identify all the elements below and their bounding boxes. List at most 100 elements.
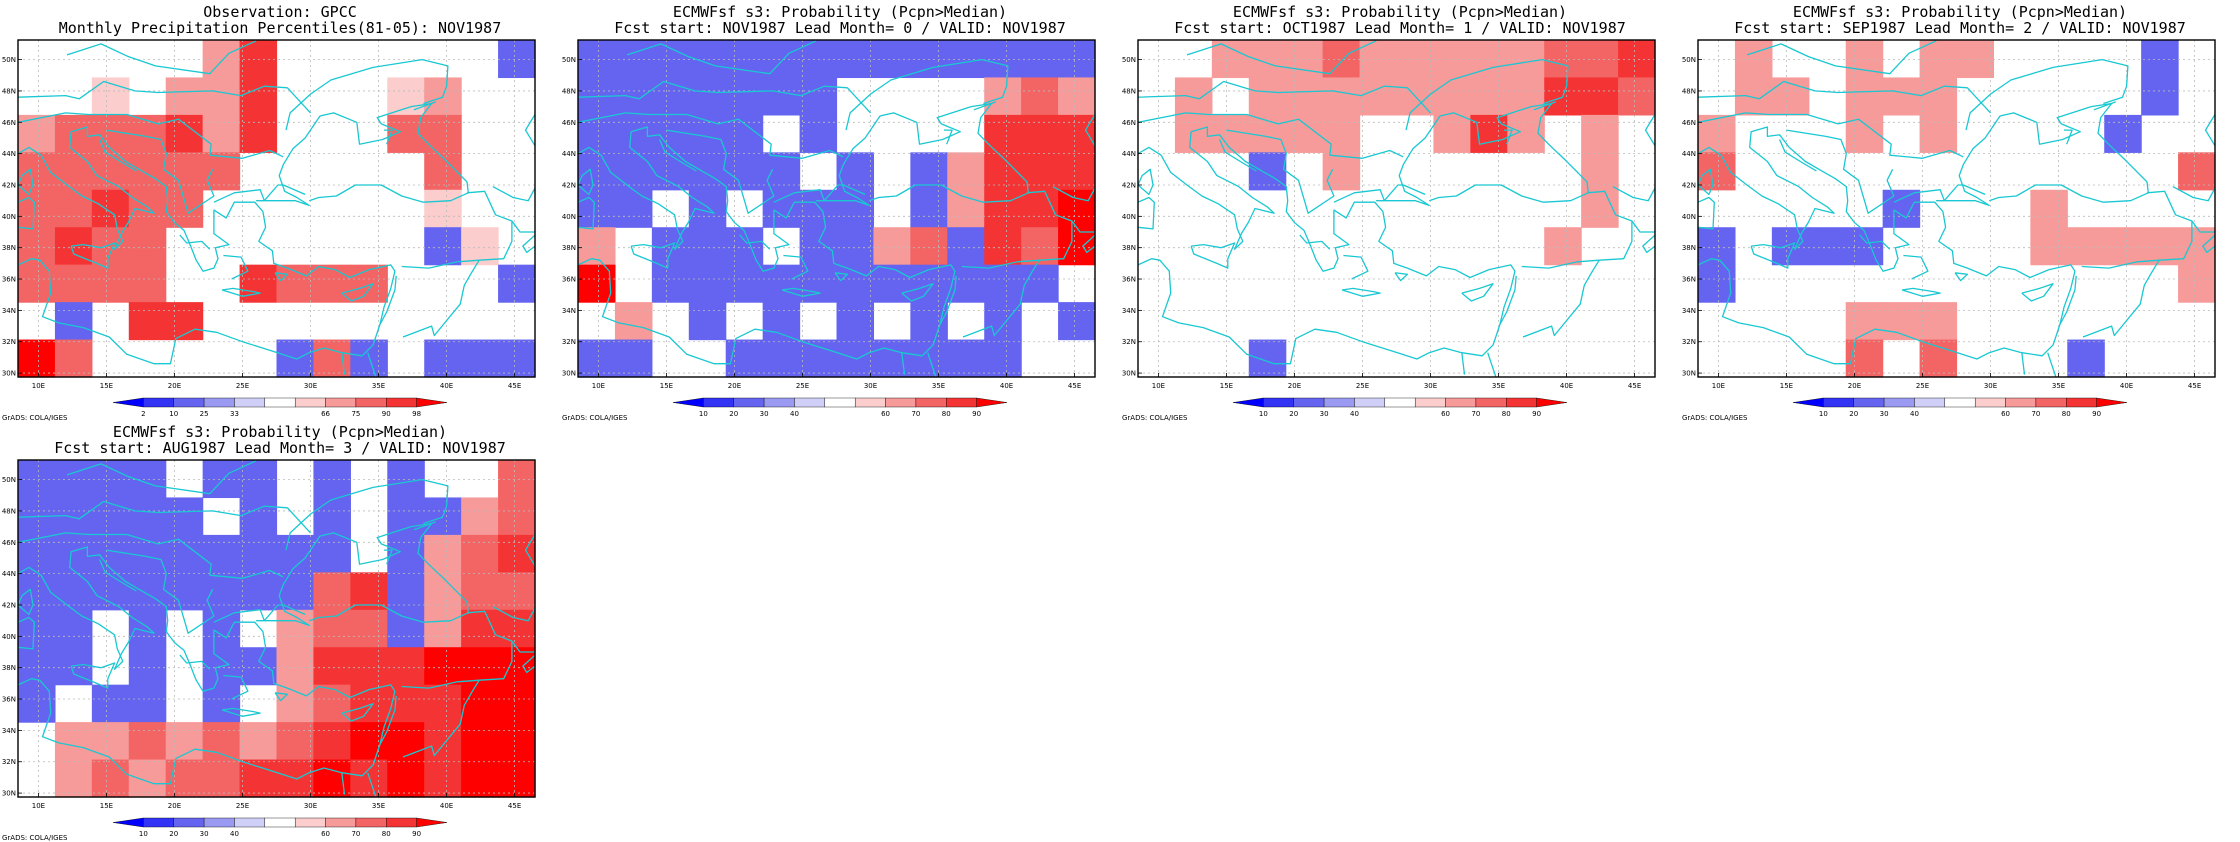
lat-tick-label: 30N <box>1122 370 1136 378</box>
grid-cell <box>54 609 93 648</box>
grid-cell <box>984 227 1022 266</box>
legend-label: 60 <box>321 830 330 838</box>
grid-cell <box>1882 77 1921 116</box>
grid-cell <box>165 497 204 536</box>
grid-cell <box>91 264 130 303</box>
coastline <box>99 559 137 592</box>
grid-cell <box>2104 227 2142 266</box>
grid-cell <box>498 722 536 761</box>
lon-tick-label: 10E <box>1152 382 1165 390</box>
coastline <box>944 129 953 145</box>
grid-cell <box>984 40 1022 79</box>
legend-label: 10 <box>1819 410 1828 418</box>
lon-tick-label: 45E <box>1068 382 1081 390</box>
grid-cell <box>1771 227 1810 266</box>
grid-cell <box>578 40 616 79</box>
coastline <box>1779 139 1817 172</box>
legend-swatch <box>143 397 174 408</box>
grid-cell <box>1396 40 1435 79</box>
coastline <box>70 662 116 689</box>
legend-label: 75 <box>351 410 360 418</box>
coastline <box>1461 352 1466 375</box>
grid-cell <box>836 264 875 303</box>
lat-tick-label: 50N <box>1682 56 1696 64</box>
grid-cell <box>18 339 56 378</box>
grid-cell <box>498 609 536 648</box>
grid-cell <box>498 497 536 536</box>
grid-cell <box>239 264 278 303</box>
grid-cell <box>1433 40 1471 79</box>
grid-cell <box>276 647 315 686</box>
lon-tick-label: 10E <box>1712 382 1725 390</box>
panel-subtitle: Fcst start: SEP1987 Lead Month= 2 / VALI… <box>1734 19 2186 37</box>
grid-cell <box>128 302 167 341</box>
grid-cell <box>498 534 536 573</box>
grid-cell <box>1322 114 1361 153</box>
color-legend: 10 20 30 40 60 70 80 90 <box>112 817 448 838</box>
grid-cell <box>836 189 875 228</box>
coastline <box>1084 114 1095 147</box>
grid-cell <box>1322 77 1361 116</box>
legend-swatch <box>325 817 357 828</box>
grid-cell <box>1544 40 1582 79</box>
coastline <box>341 772 346 795</box>
grid-cell <box>1507 40 1545 79</box>
legend-swatch <box>672 397 704 408</box>
legend-label: 60 <box>881 410 890 418</box>
grid-cell <box>54 722 93 761</box>
legend-label: 10 <box>169 410 178 418</box>
grid-cell <box>2178 227 2216 266</box>
coastline <box>413 521 436 531</box>
legend-label: 90 <box>1532 410 1541 418</box>
grid-cell <box>91 684 130 723</box>
lat-tick-label: 46N <box>1682 119 1696 127</box>
coastline <box>1186 40 1377 75</box>
grid-cell <box>461 339 499 378</box>
grid-cell <box>578 189 616 228</box>
grid-cell <box>1021 264 1059 303</box>
lon-tick-label: 40E <box>1000 382 1013 390</box>
grid-cell <box>128 722 167 761</box>
lon-tick-label: 45E <box>508 382 521 390</box>
coastline <box>221 287 261 297</box>
grid-cell <box>1618 40 1656 79</box>
lon-tick-label: 15E <box>100 382 113 390</box>
grid-cell <box>239 572 278 611</box>
lon-tick-label: 45E <box>508 802 521 810</box>
grid-cell <box>1322 40 1361 79</box>
coastline <box>1138 80 1431 114</box>
coastline <box>961 190 1073 269</box>
coastline <box>534 134 535 136</box>
legend-label: 60 <box>1441 410 1450 418</box>
grid-cell <box>54 572 93 611</box>
grid-cell <box>910 189 948 228</box>
lon-tick-label: 35E <box>372 382 385 390</box>
lon-tick-label: 25E <box>236 802 249 810</box>
grid-cell <box>54 534 93 573</box>
grid-cell <box>313 759 351 798</box>
grid-cell <box>762 77 801 116</box>
grid-cell <box>202 77 241 116</box>
grid-cell <box>54 152 93 191</box>
coastline <box>1631 220 1655 233</box>
coastline <box>1394 272 1409 282</box>
legend-swatch <box>1974 397 2006 408</box>
grid-cell <box>128 497 167 536</box>
lat-tick-label: 50N <box>1122 56 1136 64</box>
coastline <box>341 703 374 722</box>
legend-swatch <box>203 397 235 408</box>
grid-cell <box>239 114 278 153</box>
coastline <box>1521 190 1633 269</box>
coastline <box>1219 139 1257 172</box>
lat-tick-label: 36N <box>2 276 16 284</box>
grid-cell <box>387 497 425 536</box>
coastline <box>213 184 284 203</box>
coastline <box>659 139 697 172</box>
coastline <box>1654 134 1655 136</box>
coastline <box>18 532 284 579</box>
grid-cell <box>984 339 1022 378</box>
coastline <box>1343 254 1369 280</box>
coastline <box>283 604 306 615</box>
coastline <box>2191 220 2215 233</box>
grid-cell <box>313 684 351 723</box>
